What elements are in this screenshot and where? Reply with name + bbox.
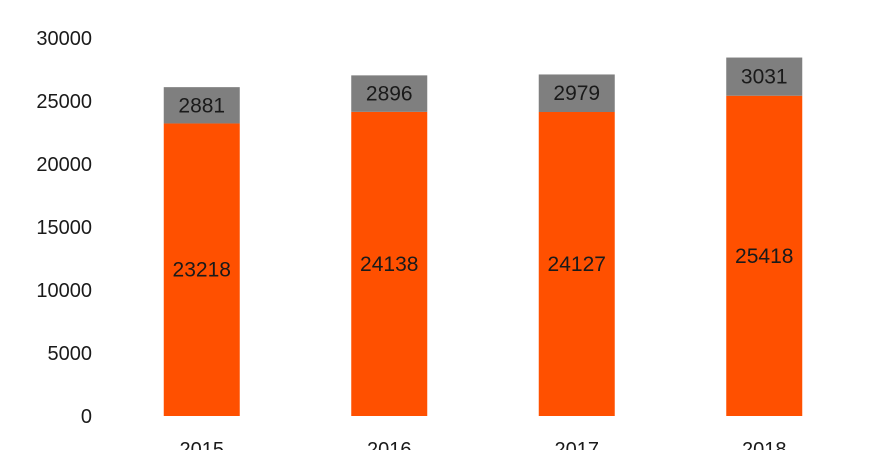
bar-segment xyxy=(351,111,428,416)
y-tick-label: 10000 xyxy=(36,280,92,302)
bar-segment xyxy=(726,57,803,96)
y-tick-label: 30000 xyxy=(36,28,92,50)
data-label: 24138 xyxy=(360,253,418,276)
bar-segment xyxy=(538,74,615,112)
data-label: 23218 xyxy=(173,259,231,282)
y-tick-label: 20000 xyxy=(36,154,92,176)
x-tick-label: 2018 xyxy=(742,439,787,450)
y-tick-label: 15000 xyxy=(36,217,92,239)
y-tick-label: 5000 xyxy=(48,343,93,365)
bar-segment xyxy=(726,95,803,416)
y-tick-label: 0 xyxy=(81,406,92,428)
bars: 23218 2881 24138 2896 24127 2979 25418 3031 xyxy=(163,57,803,417)
bar-segment xyxy=(163,123,240,417)
y-tick-label: 25000 xyxy=(36,91,92,113)
x-axis-labels: 2015 2016 2017 2018 xyxy=(180,439,787,450)
data-label: 24127 xyxy=(548,253,606,276)
data-label: 2881 xyxy=(178,94,225,117)
bar-segment xyxy=(351,75,428,112)
data-label: 25418 xyxy=(735,245,793,268)
data-label: 2896 xyxy=(366,83,413,106)
y-axis-ticks: 0 5000 10000 15000 20000 25000 30000 xyxy=(36,28,92,428)
x-tick-label: 2015 xyxy=(180,439,225,450)
x-tick-label: 2016 xyxy=(367,439,412,450)
data-label: 2979 xyxy=(553,82,600,105)
x-tick-label: 2017 xyxy=(555,439,600,450)
bar-segment xyxy=(163,87,240,124)
data-label: 3031 xyxy=(741,66,788,89)
bar-segment xyxy=(538,111,615,416)
